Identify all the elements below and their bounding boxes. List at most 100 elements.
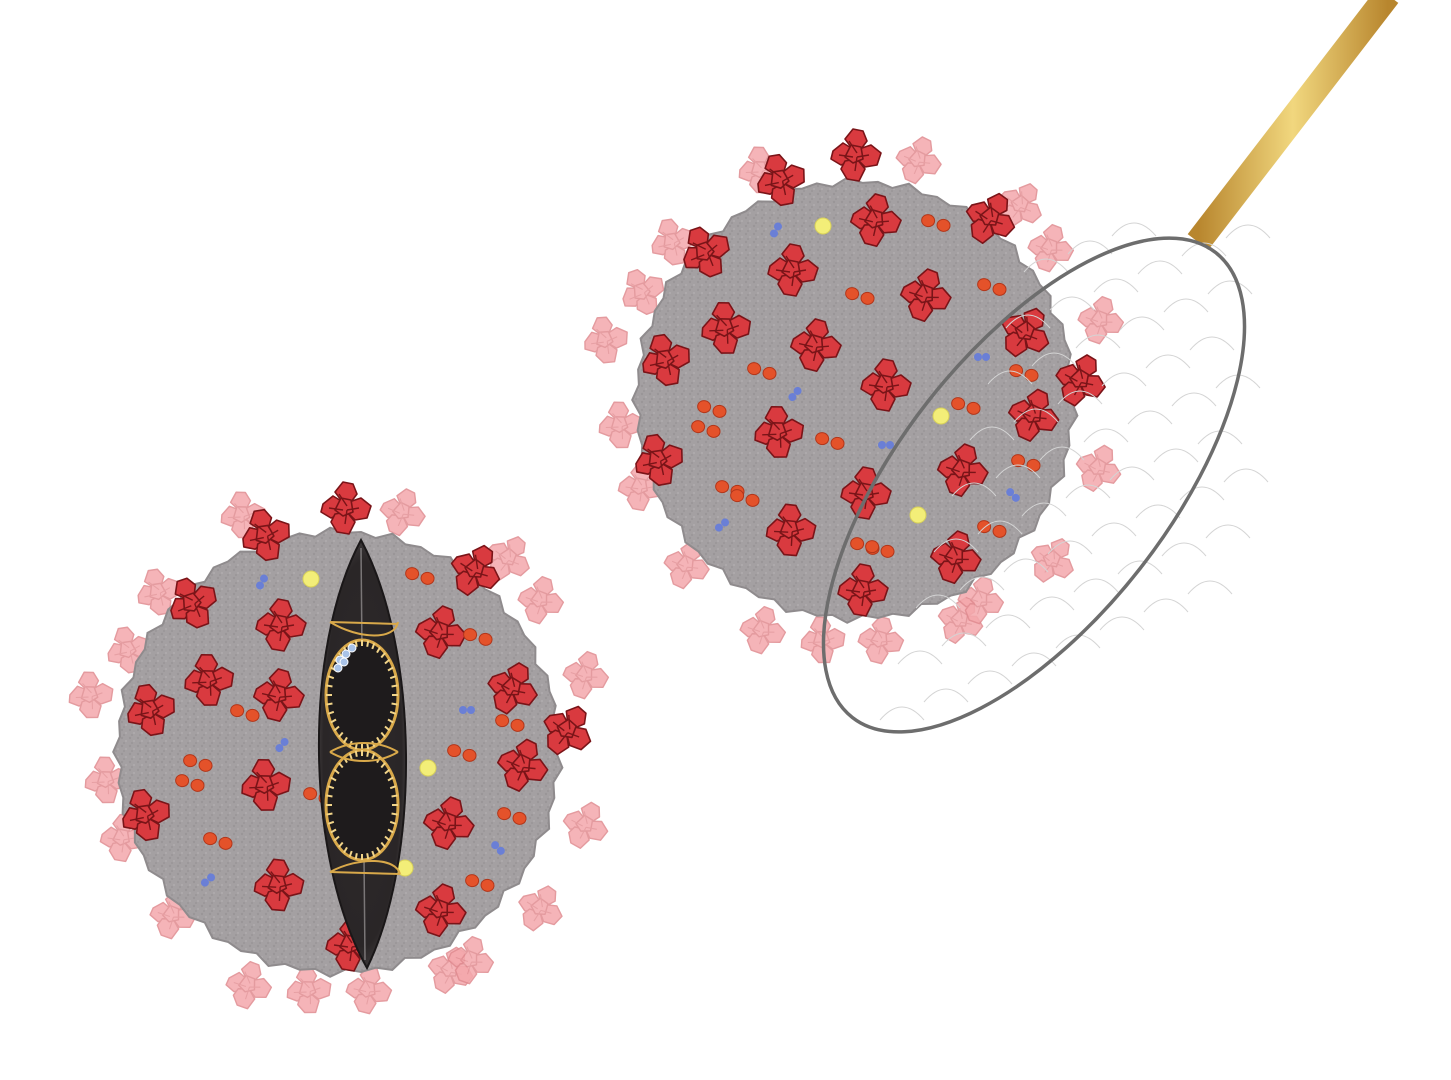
spike-protein	[543, 705, 592, 756]
hemagglutinin-esterase	[302, 570, 320, 588]
faded-spike-protein	[1077, 295, 1125, 345]
spike-protein	[965, 192, 1016, 245]
butterfly-net	[821, 222, 1271, 734]
envelope-protein-pair	[497, 807, 527, 825]
envelope-protein-pair	[865, 540, 895, 558]
envelope-protein-pair	[447, 744, 477, 762]
envelope-protein-pair	[845, 287, 875, 305]
faded-spike-protein	[562, 801, 609, 849]
faded-spike-protein	[739, 605, 787, 655]
faded-spike-protein	[1027, 223, 1075, 273]
membrane-protein	[974, 353, 990, 361]
faded-spike-protein	[651, 218, 695, 266]
spike-protein	[830, 128, 882, 182]
envelope-protein-pair	[977, 278, 1007, 296]
envelope-protein-pair	[405, 567, 435, 585]
hemagglutinin-esterase	[419, 759, 437, 777]
envelope-protein-pair	[175, 774, 205, 792]
spike-protein	[936, 443, 989, 498]
faded-spike-protein	[895, 136, 942, 185]
envelope-protein-pair	[183, 754, 213, 772]
faded-spike-protein	[1075, 444, 1122, 492]
spike-protein	[496, 738, 549, 792]
spike-protein	[754, 405, 805, 458]
faded-spike-protein	[286, 966, 332, 1014]
spike-protein	[837, 563, 889, 617]
spike-protein	[635, 433, 683, 487]
envelope-protein-pair	[977, 520, 1007, 538]
capsid-cross-section	[318, 537, 407, 971]
spike-protein	[683, 226, 730, 278]
spike-protein	[170, 577, 217, 629]
virus-right	[584, 128, 1125, 665]
spike-protein	[487, 662, 538, 715]
spike-protein	[252, 668, 305, 723]
envelope-protein-pair	[463, 628, 493, 646]
faded-spike-protein	[857, 615, 905, 665]
envelope-protein-pair	[203, 832, 233, 850]
spike-protein	[929, 530, 982, 585]
faded-spike-protein	[1030, 538, 1074, 583]
spike-protein	[450, 544, 501, 597]
membrane-protein	[714, 518, 730, 532]
net-handle	[1187, 0, 1399, 250]
faded-spike-protein	[379, 488, 426, 537]
hemagglutinin-esterase	[814, 217, 832, 235]
envelope-protein-pair	[1011, 454, 1041, 472]
spike-protein	[849, 193, 902, 248]
net-mesh	[879, 222, 1271, 721]
spike-protein	[1007, 388, 1060, 442]
envelope-protein-pair	[921, 214, 951, 232]
spike-protein	[701, 301, 752, 354]
faded-spike-protein	[517, 575, 565, 625]
spike-protein	[642, 333, 690, 387]
envelope-protein-pair	[747, 362, 777, 380]
spike-protein	[184, 653, 235, 706]
faded-spike-protein	[220, 491, 266, 539]
envelope-protein-pair	[951, 397, 981, 415]
envelope-protein-pair	[730, 489, 760, 507]
faded-spike-protein	[957, 575, 1005, 625]
spike-protein	[422, 796, 475, 851]
faded-spike-protein	[562, 650, 610, 700]
rna-ring	[324, 748, 400, 862]
envelope-protein-pair	[815, 432, 845, 450]
envelope-protein-pair	[230, 704, 260, 722]
spike-protein	[320, 481, 372, 535]
spike-protein	[414, 605, 467, 660]
membrane-protein	[788, 386, 802, 402]
spike-protein	[789, 318, 842, 373]
faded-spike-protein	[345, 965, 393, 1015]
faded-spike-protein	[68, 671, 114, 719]
spike-protein	[414, 883, 467, 938]
spike-protein	[253, 858, 305, 912]
spike-protein	[122, 788, 170, 842]
faded-spike-protein	[617, 462, 665, 512]
envelope-protein-pair	[495, 714, 525, 732]
envelope-protein-pair	[1009, 364, 1039, 382]
faded-spike-protein	[622, 268, 665, 316]
hemagglutinin-esterase	[932, 407, 950, 425]
faded-spike-protein	[584, 316, 628, 364]
spike-protein	[127, 683, 175, 737]
spike-protein	[757, 153, 805, 207]
membrane-protein	[256, 574, 268, 590]
envelope-protein-pair	[691, 420, 721, 438]
membrane-protein	[275, 737, 289, 753]
spike-protein	[765, 503, 817, 557]
rna-ring	[324, 638, 400, 752]
net-rim	[821, 236, 1247, 734]
spike-protein	[242, 508, 290, 562]
faded-spike-protein	[447, 935, 495, 985]
faded-spike-protein	[225, 960, 273, 1010]
spike-protein	[241, 758, 292, 811]
membrane-protein	[770, 222, 782, 238]
membrane-protein	[459, 706, 475, 714]
membrane-protein	[878, 441, 894, 449]
envelope-protein-pair	[697, 400, 727, 418]
membrane-protein	[491, 841, 505, 855]
hemagglutinin-esterase	[909, 506, 927, 524]
envelope-protein-pair	[465, 874, 495, 892]
